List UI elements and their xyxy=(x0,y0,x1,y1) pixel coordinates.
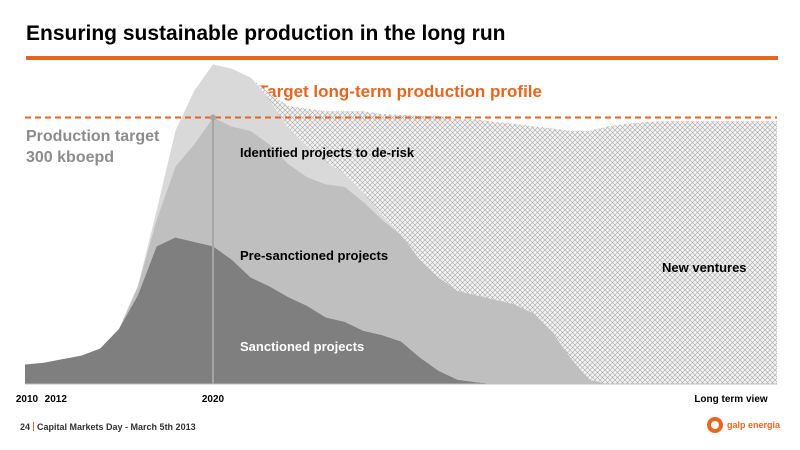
sanctioned-projects-label: Sanctioned projects xyxy=(240,339,364,354)
galp-logo: galp energia xyxy=(707,417,780,433)
x-tick-2020: 2020 xyxy=(202,394,225,405)
footer-event: Capital Markets Day - March 5th 2013 xyxy=(37,422,196,432)
x-tick-2010: 2010 xyxy=(16,394,39,405)
pre-sanctioned-projects-label: Pre-sanctioned projects xyxy=(240,248,388,263)
new-ventures-label: New ventures xyxy=(662,260,747,275)
slide-title: Ensuring sustainable production in the l… xyxy=(26,22,506,45)
target-label-line2: 300 kboepd xyxy=(26,149,115,166)
production-target-label: Production target 300 kboepd xyxy=(26,126,159,168)
chart-title: Target long-term production profile xyxy=(258,82,542,101)
target-label-line1: Production target xyxy=(26,128,160,145)
x-tick-long-term-view: Long term view xyxy=(694,394,768,405)
galp-logo-text: galp energia xyxy=(727,420,781,430)
footer-separator xyxy=(33,422,35,431)
page-number: 24 xyxy=(20,422,31,432)
galp-logo-icon xyxy=(707,417,723,433)
footer: 24 Capital Markets Day - March 5th 2013 xyxy=(20,422,196,432)
title-divider xyxy=(26,56,778,60)
new-ventures-area xyxy=(25,64,777,384)
identified-projects-label: Identified projects to de-risk xyxy=(240,145,415,160)
x-tick-2012: 2012 xyxy=(45,394,68,405)
target-marker-dot xyxy=(210,114,216,121)
